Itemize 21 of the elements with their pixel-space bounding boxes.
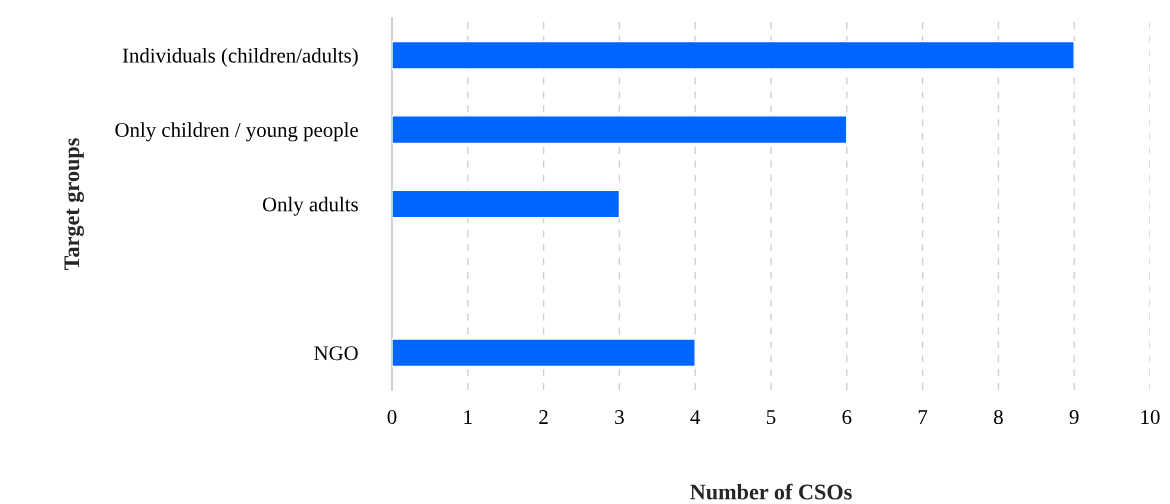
- x-tick-label: 5: [767, 410, 776, 425]
- bar: [392, 115, 848, 145]
- x-tick-label: 4: [690, 410, 701, 424]
- y-tick-label: NGO: [314, 346, 358, 361]
- bar: [392, 338, 696, 368]
- x-tick-label: 6: [842, 410, 852, 425]
- x-tick-label: 10: [1141, 410, 1160, 425]
- x-tick-label: 0: [387, 410, 397, 425]
- x-tick-label: 9: [1069, 410, 1079, 425]
- bar: [392, 189, 621, 219]
- y-tick-label: Only adults: [262, 196, 358, 216]
- x-tick-label: 1: [464, 410, 472, 424]
- x-tick-label: 7: [918, 410, 928, 424]
- x-tick-label: 8: [993, 410, 1003, 425]
- y-axis-title: Target groups: [64, 138, 84, 271]
- bar: [392, 40, 1075, 70]
- x-tick-label: 2: [539, 410, 548, 424]
- x-axis-title: Number of CSOs: [690, 483, 852, 500]
- y-tick-label: Individuals (children/adults): [122, 47, 358, 67]
- y-tick-label: Only children / young people: [115, 122, 358, 142]
- x-tick-label: 3: [615, 410, 624, 425]
